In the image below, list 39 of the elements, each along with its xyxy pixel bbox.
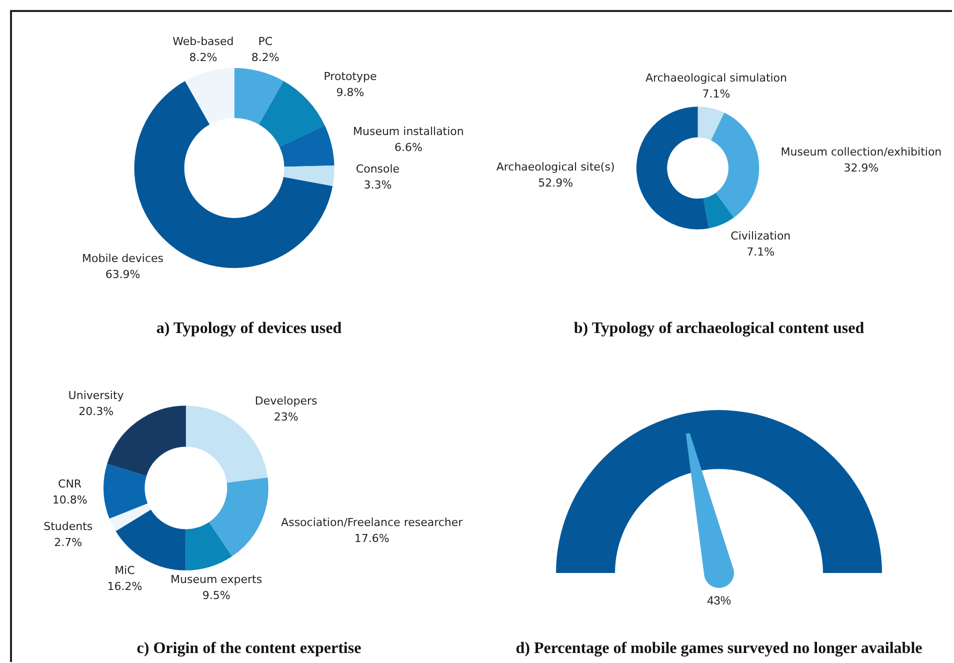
data-label: 10.8% <box>52 493 88 506</box>
slice-label: PC <box>258 34 273 48</box>
slice-label: Students <box>44 520 93 533</box>
data-label: 7.1% <box>702 88 730 101</box>
data-label: 9.5% <box>202 588 230 602</box>
data-label: 3.3% <box>364 178 392 192</box>
slice-label: Civilization <box>730 229 791 242</box>
slice-label: CNR <box>58 477 82 490</box>
data-label: 32.9% <box>844 161 879 174</box>
slice-label: MiC <box>114 564 136 577</box>
slice-label: Web-based <box>172 34 234 48</box>
data-label: 2.7% <box>54 536 82 549</box>
text: b) Typology of archaeological content used <box>572 320 866 338</box>
slice-label: Association/Freelance researcher <box>281 516 464 529</box>
slice-label: Archaeological simulation <box>645 72 788 85</box>
data-label: 63.9% <box>105 268 140 282</box>
slice-label: Museum installation <box>353 124 464 138</box>
data-label: 17.6% <box>354 532 390 545</box>
data-label: 43% <box>706 593 732 608</box>
data-label: 52.9% <box>538 176 574 190</box>
data-label: 20.3% <box>78 404 114 418</box>
slice-label: Developers <box>254 394 318 408</box>
data-label: 16.2% <box>107 580 142 593</box>
data-label: 23% <box>274 410 298 424</box>
slice-label: Museum experts <box>170 572 262 586</box>
data-label: 7.1% <box>746 245 775 258</box>
text: d) Percentage of mobile games surveyed no longer available <box>514 640 924 658</box>
text: a) Typology of devices used <box>155 320 343 338</box>
slice-label: Prototype <box>324 70 378 83</box>
slice-label: University <box>68 388 124 402</box>
slice-label: Console <box>356 162 400 176</box>
data-label: 6.6% <box>394 140 422 154</box>
slice-label: Museum collection/exhibition <box>780 145 942 158</box>
slice-label: Mobile devices <box>82 252 164 266</box>
slice-label: Archaeological site(s) <box>496 160 615 174</box>
data-label: 8.2% <box>251 50 280 64</box>
data-label: 8.2% <box>189 50 218 64</box>
text: c) Origin of the content expertise <box>136 640 362 658</box>
data-label: 9.8% <box>336 86 364 99</box>
